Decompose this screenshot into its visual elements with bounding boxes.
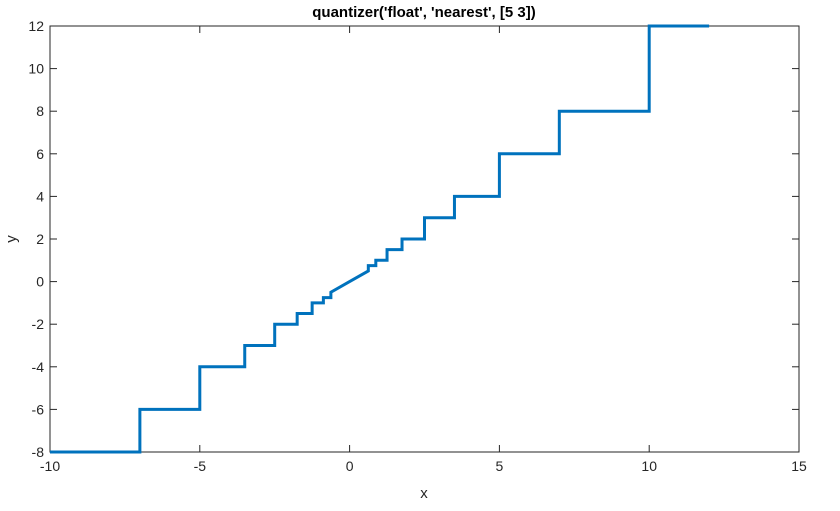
y-tick-label: 2: [36, 231, 44, 247]
y-tick-label: -6: [32, 401, 45, 417]
y-tick-label: 4: [36, 188, 44, 204]
x-axis-tick-labels: -10 -5 0 5 10 15: [40, 458, 807, 474]
y-tick-label: -8: [32, 444, 45, 460]
chart-title: quantizer('float', 'nearest', [5 3]): [312, 4, 535, 21]
series-line: [50, 24, 710, 454]
y-axis-tick-labels: -8 -6 -4 -2 0 2 4 6 8 10 12: [28, 18, 44, 460]
y-tick-label: -4: [32, 359, 45, 375]
y-tick-label: -2: [32, 316, 45, 332]
y-axis-label: y: [3, 235, 20, 243]
y-tick-label: 8: [36, 103, 44, 119]
x-tick-label: 15: [791, 458, 807, 474]
y-tick-label: 0: [36, 274, 44, 290]
x-tick-label: -10: [40, 458, 60, 474]
y-axis-ticks: [50, 25, 799, 453]
series-layer: [50, 24, 710, 454]
y-tick-label: 12: [28, 18, 44, 34]
y-tick-label: 6: [36, 146, 44, 162]
x-tick-label: 5: [496, 458, 504, 474]
x-axis-label: x: [420, 485, 428, 502]
y-tick-label: 10: [28, 61, 44, 77]
x-tick-label: -5: [194, 458, 207, 474]
x-tick-label: 0: [346, 458, 354, 474]
x-tick-label: 10: [641, 458, 657, 474]
